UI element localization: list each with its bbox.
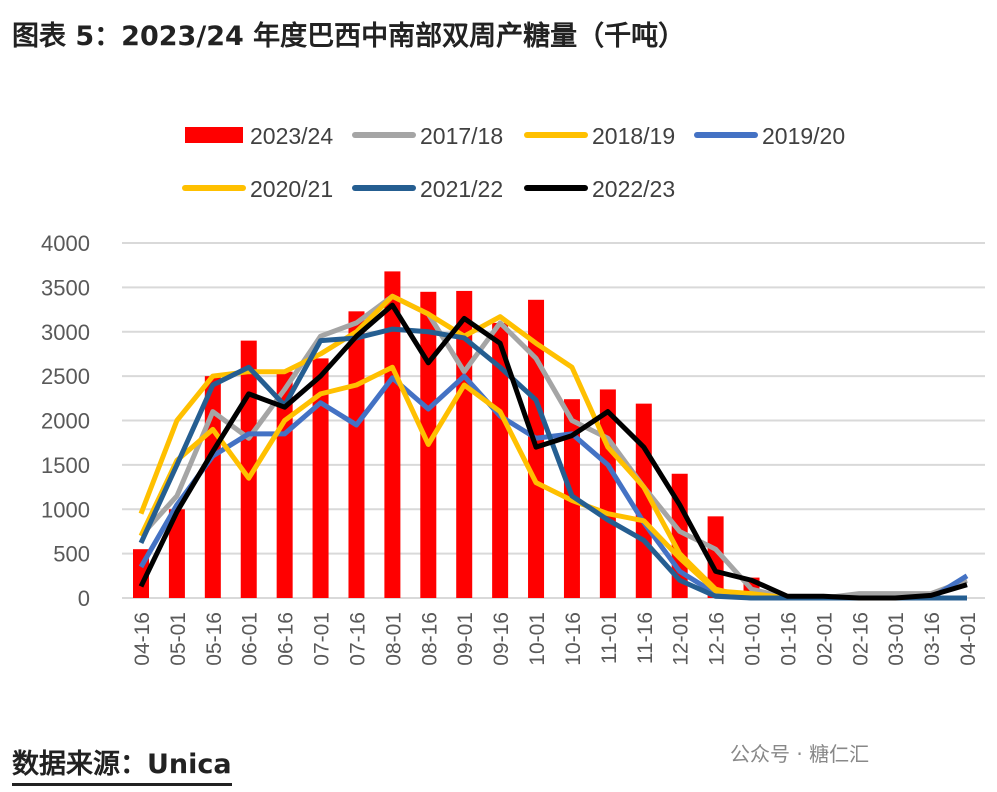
y-tick-label: 3000 <box>41 320 90 345</box>
bar-2023-24 <box>384 271 401 598</box>
legend-label: 2019/20 <box>762 123 845 149</box>
bar-2023-24 <box>599 389 616 598</box>
legend-label: 2020/21 <box>250 176 333 202</box>
legend-label: 2018/19 <box>592 123 675 149</box>
x-tick-label: 05-01 <box>167 612 190 666</box>
x-tick-label: 11-16 <box>634 612 657 664</box>
watermark: 公众号 · 糖仁汇 <box>730 742 870 766</box>
line-2019-20 <box>138 373 969 601</box>
x-tick-label: 08-16 <box>418 612 441 666</box>
x-tick-label: 09-01 <box>454 612 477 666</box>
x-tick-label: 11-01 <box>598 612 621 664</box>
y-tick-label: 2000 <box>41 409 90 434</box>
x-tick-label: 07-01 <box>311 612 334 666</box>
x-tick-label: 01-01 <box>742 612 765 666</box>
bar-2023-24 <box>168 509 185 598</box>
legend-swatch <box>185 127 243 143</box>
x-tick-label: 10-01 <box>526 612 549 666</box>
y-tick-label: 4000 <box>41 231 90 256</box>
y-tick-label: 1000 <box>41 497 90 522</box>
x-tick-label: 07-16 <box>346 612 369 666</box>
x-tick-label: 05-16 <box>203 612 226 666</box>
x-tick-label: 03-01 <box>885 612 908 666</box>
source-note: 数据来源：Unica <box>12 742 232 786</box>
bar-2023-24 <box>492 322 509 598</box>
bar-2023-24 <box>348 311 365 598</box>
legend-label: 2021/22 <box>420 176 503 202</box>
legend-label: 2017/18 <box>420 123 503 149</box>
y-tick-label: 0 <box>78 586 90 611</box>
x-tick-label: 04-16 <box>131 612 154 666</box>
legend-label: 2022/23 <box>592 176 675 202</box>
x-tick-label: 12-16 <box>706 612 729 666</box>
x-tick-label: 02-01 <box>813 612 836 666</box>
x-tick-label: 10-16 <box>562 612 585 666</box>
y-tick-label: 2500 <box>41 364 90 389</box>
y-tick-label: 1500 <box>41 453 90 478</box>
y-tick-label: 3500 <box>41 275 90 300</box>
x-tick-label: 09-16 <box>490 612 513 666</box>
x-tick-label: 06-01 <box>239 612 262 666</box>
legend-label: 2023/24 <box>250 123 333 149</box>
line-2022-23 <box>138 302 968 601</box>
bar-2023-24 <box>312 358 329 598</box>
x-tick-label: 01-16 <box>777 612 800 666</box>
chart-title: 图表 5：2023/24 年度巴西中南部双周产糖量（千吨） <box>12 21 686 52</box>
x-tick-label: 02-16 <box>849 612 872 666</box>
x-tick-label: 08-01 <box>382 612 405 666</box>
x-tick-label: 03-16 <box>921 612 944 666</box>
x-tick-label: 06-16 <box>275 612 298 666</box>
x-tick-label: 04-01 <box>957 612 980 666</box>
bar-2023-24 <box>707 516 724 598</box>
x-tick-label: 12-01 <box>670 612 693 666</box>
y-tick-label: 500 <box>53 542 90 567</box>
